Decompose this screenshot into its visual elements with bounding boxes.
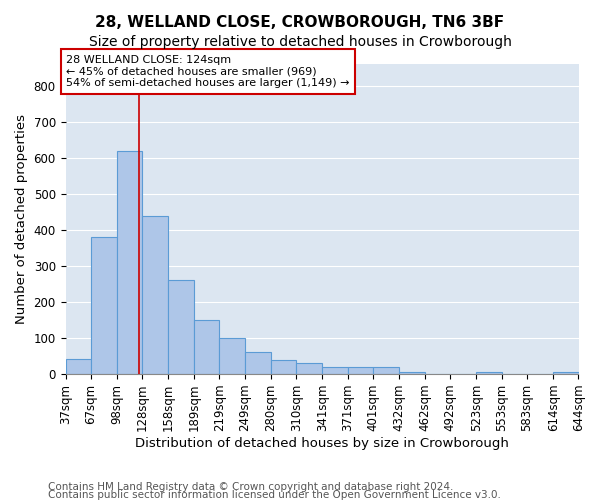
Bar <box>117 151 142 374</box>
Bar <box>65 358 91 374</box>
Bar <box>220 338 245 374</box>
Y-axis label: Number of detached properties: Number of detached properties <box>15 114 28 324</box>
Bar <box>553 372 578 374</box>
Text: 28, WELLAND CLOSE, CROWBOROUGH, TN6 3BF: 28, WELLAND CLOSE, CROWBOROUGH, TN6 3BF <box>95 15 505 30</box>
Bar <box>194 320 220 374</box>
Text: 28 WELLAND CLOSE: 124sqm
← 45% of detached houses are smaller (969)
54% of semi-: 28 WELLAND CLOSE: 124sqm ← 45% of detach… <box>67 55 350 88</box>
Bar <box>476 372 502 374</box>
X-axis label: Distribution of detached houses by size in Crowborough: Distribution of detached houses by size … <box>135 437 509 450</box>
Bar <box>322 367 348 374</box>
Bar <box>91 237 117 374</box>
Bar <box>348 367 373 374</box>
Bar <box>142 216 168 374</box>
Bar <box>373 367 400 374</box>
Bar <box>400 372 425 374</box>
Bar <box>271 360 296 374</box>
Bar <box>168 280 194 374</box>
Bar <box>296 364 322 374</box>
Text: Contains public sector information licensed under the Open Government Licence v3: Contains public sector information licen… <box>48 490 501 500</box>
Text: Size of property relative to detached houses in Crowborough: Size of property relative to detached ho… <box>89 35 511 49</box>
Text: Contains HM Land Registry data © Crown copyright and database right 2024.: Contains HM Land Registry data © Crown c… <box>48 482 454 492</box>
Bar <box>245 352 271 374</box>
